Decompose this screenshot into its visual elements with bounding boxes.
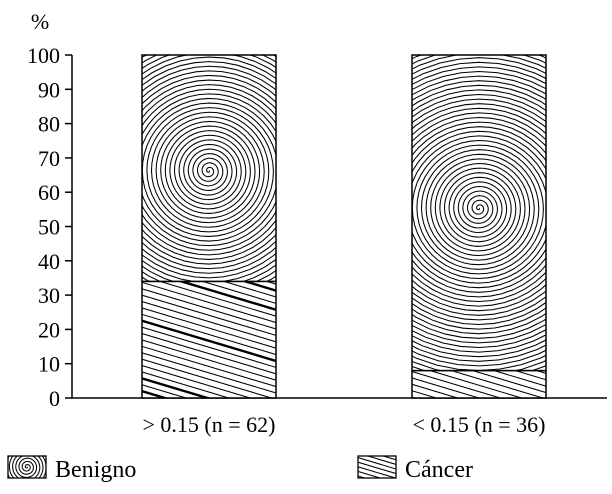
- legend-item: Cáncer: [357, 455, 473, 483]
- y-tick-label: 50: [38, 215, 60, 240]
- bar-segment: [411, 54, 547, 372]
- y-axis: 0 10 20 30 40 50 60 70 80 90 100: [27, 43, 73, 411]
- y-tick-label: 80: [38, 112, 60, 137]
- legend: Benigno Cáncer: [7, 455, 473, 483]
- bar-segment: [141, 280, 277, 399]
- y-axis-label: %: [31, 9, 49, 34]
- y-tick-label: 60: [38, 180, 60, 205]
- x-tick-label: < 0.15 (n = 36): [413, 412, 546, 437]
- legend-label: Benigno: [55, 457, 136, 483]
- y-tick-label: 20: [38, 317, 60, 342]
- y-tick-label: 90: [38, 77, 60, 102]
- bars: [141, 54, 547, 399]
- y-tick-label: 30: [38, 283, 60, 308]
- bar-segment: [141, 54, 277, 283]
- legend-swatch: [357, 455, 397, 479]
- y-tick-label: 0: [49, 386, 60, 411]
- x-axis: > 0.15 (n = 62) < 0.15 (n = 36): [72, 397, 607, 437]
- y-tick-label: 10: [38, 352, 60, 377]
- legend-label: Cáncer: [405, 457, 473, 483]
- bar-segment: [411, 369, 547, 399]
- y-tick-label: 100: [27, 43, 60, 68]
- legend-swatch: [7, 455, 47, 479]
- x-tick-label: > 0.15 (n = 62): [143, 412, 276, 437]
- y-tick-label: 70: [38, 146, 60, 171]
- y-tick-label: 40: [38, 249, 60, 274]
- legend-item: Benigno: [7, 455, 136, 483]
